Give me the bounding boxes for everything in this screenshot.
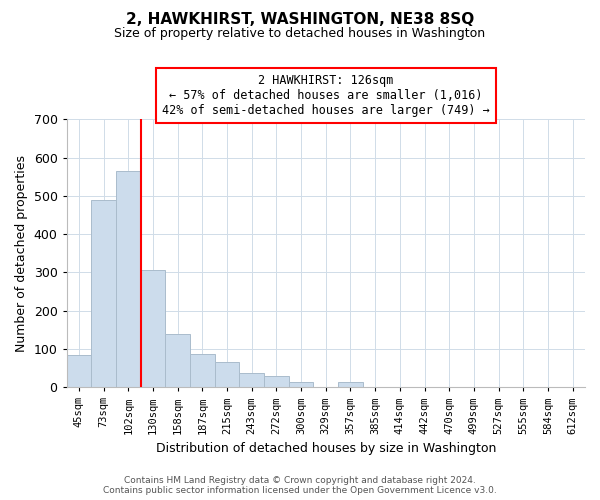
Bar: [140, 270, 166, 387]
Bar: [289, 382, 313, 387]
X-axis label: Distribution of detached houses by size in Washington: Distribution of detached houses by size …: [155, 442, 496, 455]
Bar: [264, 376, 289, 387]
Bar: [338, 382, 363, 387]
Text: Contains HM Land Registry data © Crown copyright and database right 2024.
Contai: Contains HM Land Registry data © Crown c…: [103, 476, 497, 495]
Bar: [91, 200, 116, 387]
Bar: [239, 374, 264, 387]
Bar: [166, 334, 190, 387]
Text: 2, HAWKHIRST, WASHINGTON, NE38 8SQ: 2, HAWKHIRST, WASHINGTON, NE38 8SQ: [126, 12, 474, 28]
Text: 2 HAWKHIRST: 126sqm
← 57% of detached houses are smaller (1,016)
42% of semi-det: 2 HAWKHIRST: 126sqm ← 57% of detached ho…: [162, 74, 490, 116]
Bar: [190, 354, 215, 387]
Bar: [116, 171, 140, 387]
Y-axis label: Number of detached properties: Number of detached properties: [15, 154, 28, 352]
Bar: [67, 355, 91, 387]
Bar: [215, 362, 239, 387]
Text: Size of property relative to detached houses in Washington: Size of property relative to detached ho…: [115, 28, 485, 40]
